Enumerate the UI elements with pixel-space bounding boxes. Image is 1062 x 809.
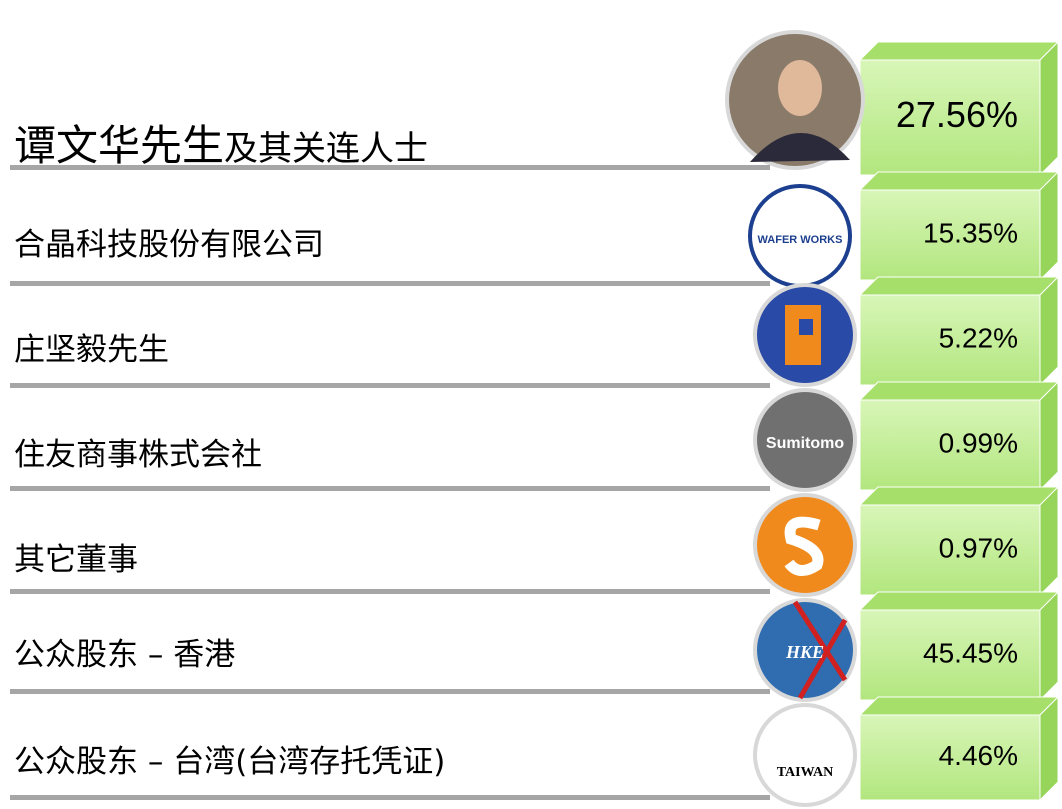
- logo-shape: [799, 319, 813, 335]
- divider: [10, 795, 770, 800]
- box-top: [860, 487, 1058, 505]
- shareholder-name: 谭文华先生及其关连人士: [14, 121, 428, 170]
- name-main: 公众股东 – 台湾(台湾存托凭证): [14, 744, 445, 780]
- shareholder-name: 住友商事株式会社: [14, 437, 262, 473]
- divider: [10, 689, 770, 694]
- box-side: [1040, 487, 1058, 595]
- percent: 15.35%: [923, 217, 1018, 248]
- name-main: 庄坚毅先生: [14, 332, 169, 368]
- box-top: [860, 42, 1058, 60]
- name-main: 合晶科技股份有限公司: [14, 227, 324, 263]
- shareholder-name: 公众股东 – 香港: [14, 637, 235, 673]
- name-main: 公众股东 – 香港: [14, 637, 235, 673]
- logo-text: HKE: [785, 642, 824, 662]
- percent: 5.22%: [939, 322, 1018, 353]
- box-side: [1040, 277, 1058, 385]
- percent: 4.46%: [939, 740, 1018, 771]
- logo-text: WAFER WORKS: [758, 234, 843, 246]
- shareholder-name: 庄坚毅先生: [14, 332, 169, 368]
- shareholder-name: 合晶科技股份有限公司: [14, 227, 324, 263]
- page: 27.56% 谭文华先生及其关连人士 15.35% WAFER WORKS 合晶科技股份…: [0, 0, 1062, 809]
- box-top: [860, 592, 1058, 610]
- logo: [755, 705, 855, 805]
- box-side: [1040, 382, 1058, 490]
- slide: 27.56% 谭文华先生及其关连人士 15.35% WAFER WORKS 合晶科技股份…: [0, 0, 1062, 809]
- percent: 0.99%: [939, 427, 1018, 458]
- shareholder-name: 其它董事: [14, 542, 138, 578]
- divider: [10, 486, 770, 491]
- divider: [10, 589, 770, 594]
- divider: [10, 383, 770, 388]
- box-side: [1040, 42, 1058, 175]
- name-main: 其它董事: [14, 542, 138, 578]
- box-top: [860, 172, 1058, 190]
- percent: 27.56%: [896, 94, 1018, 135]
- divider: [10, 281, 770, 286]
- name-suffix: 及其关连人士: [224, 129, 428, 169]
- box-top: [860, 382, 1058, 400]
- name-main: 谭文华先生: [14, 121, 224, 170]
- logo-text: Sumitomo: [766, 435, 844, 452]
- logo-face: [778, 60, 822, 116]
- box-side: [1040, 697, 1058, 800]
- percent: 0.97%: [939, 532, 1018, 563]
- box-side: [1040, 172, 1058, 280]
- box-top: [860, 277, 1058, 295]
- box-top: [860, 697, 1058, 715]
- percent: 45.45%: [923, 637, 1018, 668]
- shareholder-name: 公众股东 – 台湾(台湾存托凭证): [14, 744, 445, 780]
- logo-text: TAIWAN: [777, 765, 834, 780]
- box-side: [1040, 592, 1058, 700]
- name-main: 住友商事株式会社: [14, 437, 262, 473]
